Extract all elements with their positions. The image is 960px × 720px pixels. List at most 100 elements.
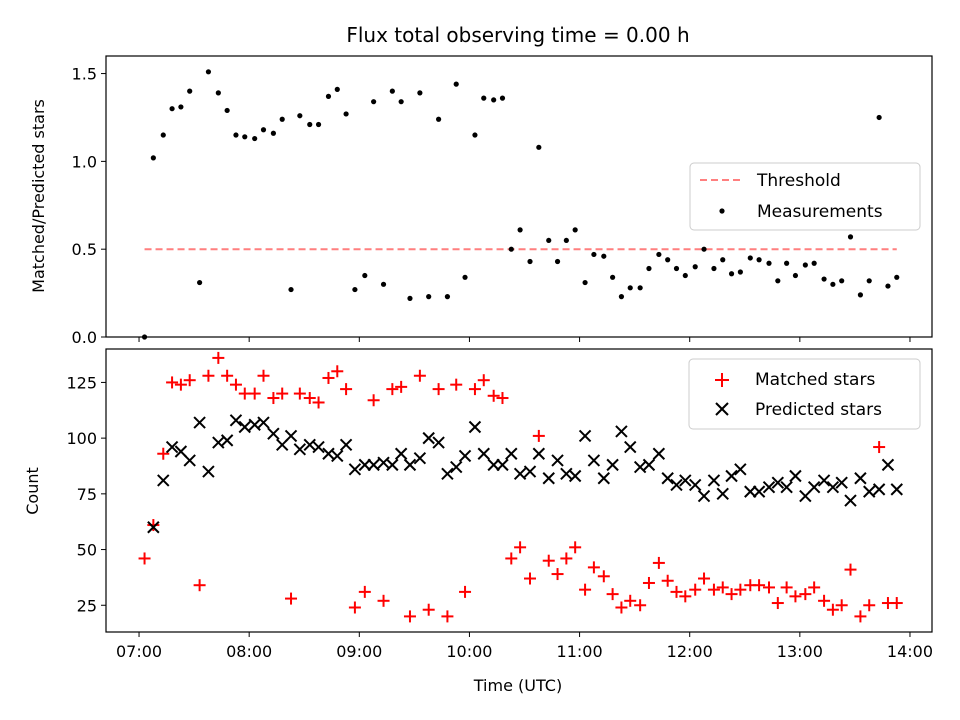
measurement-point	[362, 272, 368, 279]
x-tick-label: 13:00	[777, 642, 823, 661]
y-axis-ticks-top: 0.0 0.5 1.0 1.5	[72, 65, 106, 347]
matched-star-point	[652, 556, 665, 569]
matched-star-point	[854, 610, 867, 623]
y-axis-ticks-bottom: 25 50 75 100 125	[66, 373, 106, 615]
predicted-star-point	[284, 429, 298, 443]
measurement-point	[288, 286, 294, 293]
predicted-star-point	[441, 467, 454, 480]
ratio-panel: Flux total observing time = 0.00 h 0.00.…	[29, 23, 933, 347]
x-tick-label: 07:00	[116, 642, 162, 661]
matched-star-point	[560, 552, 573, 565]
matched-star-point	[193, 579, 206, 592]
predicted-star-point	[413, 451, 427, 465]
matched-star-point	[395, 380, 408, 393]
matched-star-point	[771, 597, 784, 610]
predicted-star-point	[477, 447, 490, 460]
matched-star-point	[276, 387, 289, 400]
predicted-star-point	[267, 427, 280, 440]
matched-star-point	[679, 590, 692, 603]
matched-star-point	[293, 387, 306, 400]
plot-frame-bottom	[105, 348, 933, 633]
measurement-point	[160, 132, 166, 138]
legend-bottom: Matched stars Predicted stars	[688, 358, 921, 430]
predicted-star-point	[248, 418, 261, 431]
measurement-point	[756, 257, 762, 263]
matched-star-point	[348, 601, 361, 614]
predicted-star-point	[212, 436, 225, 449]
predicted-star-point	[780, 480, 793, 494]
predicted-star-point	[165, 440, 179, 454]
matched-star-point	[689, 583, 702, 596]
measurement-point	[462, 274, 468, 280]
measurement-point	[866, 278, 872, 284]
predicted-star-point	[322, 447, 335, 460]
matched-star-point	[147, 519, 160, 532]
matched-star-point	[468, 383, 481, 396]
matched-star-point	[413, 369, 426, 382]
measurement-point	[472, 132, 478, 138]
y-tick-label: 0.5	[72, 240, 97, 259]
matched-star-point	[450, 378, 463, 391]
measurement-point	[315, 121, 322, 128]
measurement-point	[436, 116, 442, 122]
measurement-point	[205, 69, 212, 75]
matched-star-point	[890, 597, 903, 610]
matched-star-point	[257, 369, 270, 382]
measurement-point	[260, 127, 267, 133]
measurement-point	[618, 294, 625, 300]
predicted-star-point	[560, 467, 573, 480]
measurement-point	[325, 93, 332, 99]
matched-star-point	[496, 392, 509, 405]
matched-star-point	[386, 383, 399, 396]
matched-star-point	[826, 603, 839, 616]
predicted-star-point	[890, 483, 903, 496]
predicted-star-point	[689, 478, 702, 492]
measurement-point	[546, 237, 552, 244]
measurement-point	[601, 253, 607, 259]
predicted-star-point	[697, 489, 711, 503]
predicted-star-point	[450, 460, 463, 474]
measurement-point	[252, 135, 258, 142]
measurement-point	[682, 272, 688, 279]
measurement-point	[279, 116, 285, 122]
matched-star-point	[698, 572, 711, 585]
measurement-point	[747, 255, 753, 261]
predicted-star-point	[312, 440, 325, 454]
predicted-star-point	[147, 521, 160, 534]
matched-star-point	[587, 561, 600, 574]
matched-stars-points	[138, 351, 903, 623]
predicted-star-point	[394, 447, 408, 460]
predicted-star-point	[615, 425, 628, 438]
measurement-point	[784, 260, 790, 266]
measurement-point	[728, 271, 735, 277]
measurement-point	[627, 285, 633, 291]
measurement-point	[517, 227, 523, 233]
matched-star-point	[202, 369, 215, 382]
x-tick-label: 08:00	[226, 642, 272, 661]
matched-star-point	[615, 601, 628, 614]
matched-star-point	[212, 351, 225, 364]
measurement-point	[775, 278, 781, 284]
predicted-star-point	[220, 434, 234, 447]
predicted-star-point	[744, 485, 757, 498]
matched-star-point	[432, 383, 445, 396]
measurement-point	[453, 81, 459, 87]
predicted-star-point	[542, 472, 555, 485]
measurement-point	[242, 134, 248, 140]
matched-star-point	[487, 389, 500, 402]
measurement-point	[737, 269, 743, 275]
predicted-star-point	[670, 478, 683, 492]
measurement-point	[811, 260, 817, 266]
x-tick-label: 11:00	[557, 642, 603, 661]
measurement-point	[839, 278, 845, 284]
measurement-point	[591, 251, 597, 258]
matched-star-point	[551, 568, 564, 581]
measurement-point	[857, 292, 864, 298]
matched-star-point	[532, 429, 545, 442]
y-axis-label-bottom: Count	[23, 467, 42, 515]
predicted-star-point	[386, 458, 399, 472]
matched-star-point	[477, 374, 490, 387]
matched-star-point	[312, 396, 325, 409]
matched-star-point	[285, 592, 298, 605]
predicted-star-point	[293, 443, 307, 456]
